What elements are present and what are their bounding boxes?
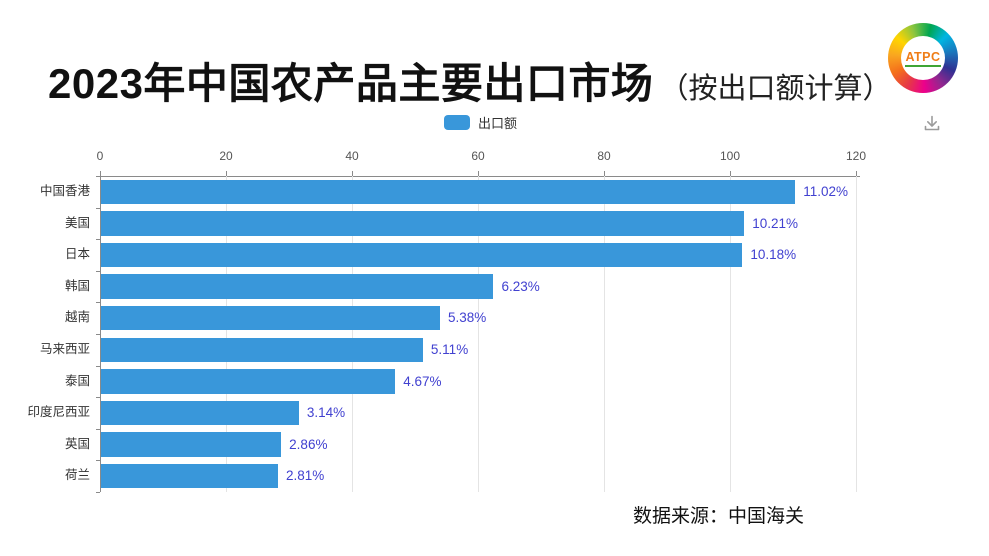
grid-line <box>856 176 857 492</box>
legend-marker <box>444 115 470 130</box>
grid-line <box>604 176 605 492</box>
bar[interactable] <box>101 305 440 331</box>
grid-line <box>730 176 731 492</box>
atpc-logo-text: ATPC <box>905 50 941 67</box>
category-label: 荷兰 <box>64 468 90 483</box>
bar-value-label: 5.38% <box>447 310 487 326</box>
y-axis-line <box>100 176 101 492</box>
y-axis-tick <box>96 428 100 430</box>
bar-value-label: 2.86% <box>289 436 328 452</box>
category-label: 韩国 <box>64 278 90 293</box>
category-label: 泰国 <box>64 373 90 388</box>
bar-row: 中国香港 11.02% <box>40 176 856 208</box>
y-axis-tick <box>96 460 100 462</box>
grid-line <box>352 176 353 492</box>
bar[interactable] <box>101 211 745 236</box>
x-axis-tick-label: 120 <box>845 149 867 163</box>
bar-value-label: 2.81% <box>286 468 325 484</box>
category-label: 印度尼西亚 <box>27 405 90 420</box>
y-axis-tick <box>96 302 100 304</box>
data-source: 数据来源：中国海关 <box>633 506 805 527</box>
bar-row: 印度尼西亚 3.14% <box>27 397 856 429</box>
bar-chart: 0 20 40 60 80 100 120 中国香港 11.02% 美国 10.21% 日本 10.18… <box>27 149 866 493</box>
category-label: 美国 <box>64 215 90 230</box>
download-icon[interactable] <box>919 111 945 137</box>
bar-row: 日本 10.18% <box>65 239 856 271</box>
x-axis-tick <box>352 171 353 176</box>
atpc-logo: ATPC <box>888 23 958 93</box>
bar[interactable] <box>101 400 299 426</box>
x-axis-tick-label: 40 <box>345 149 359 163</box>
category-label: 英国 <box>64 436 90 451</box>
bar[interactable] <box>101 274 494 299</box>
x-axis-tick-label: 20 <box>219 149 233 163</box>
bar-value-label: 5.11% <box>430 342 469 357</box>
title-text: 2023年中国农产品主要出口市场 <box>48 60 654 107</box>
title-subtitle: （按出口额计算） <box>659 73 892 105</box>
grid-line <box>226 176 227 492</box>
bar-value-label: 4.67% <box>403 373 442 389</box>
grid-line <box>478 176 479 492</box>
bar-value-label: 6.23% <box>501 278 540 294</box>
bar[interactable] <box>101 337 423 363</box>
legend-label: 出口额 <box>478 116 518 131</box>
bar-value-label: 10.18% <box>750 247 797 263</box>
category-label: 越南 <box>64 310 90 325</box>
bar-row: 美国 10.21% <box>65 208 856 240</box>
y-axis-tick <box>96 397 100 399</box>
x-axis-tick-label: 60 <box>471 149 485 163</box>
bar-value-label: 10.21% <box>752 215 799 231</box>
x-axis-tick-label: 100 <box>719 149 741 163</box>
x-axis-tick <box>730 171 731 176</box>
x-axis-tick-label: 0 <box>96 149 104 163</box>
category-label: 马来西亚 <box>39 342 90 356</box>
bar-row: 韩国 6.23% <box>65 271 856 303</box>
bar-row: 泰国 4.67% <box>65 366 856 398</box>
bar[interactable] <box>101 369 396 394</box>
bar-row: 越南 5.38% <box>65 302 856 334</box>
bar-row: 荷兰 2.81% <box>65 460 856 492</box>
y-axis-tick <box>96 176 100 177</box>
y-axis-tick <box>96 270 100 272</box>
x-axis-tick <box>856 171 857 176</box>
x-axis-tick <box>478 171 479 176</box>
y-axis-tick <box>96 207 100 209</box>
x-axis-line <box>100 176 860 177</box>
bar[interactable] <box>101 242 743 268</box>
legend-item-export-value[interactable]: 出口额 <box>444 113 517 132</box>
y-axis-tick <box>96 239 100 241</box>
x-axis-tick-label: 80 <box>597 149 611 163</box>
y-axis-tick <box>96 334 100 335</box>
y-axis-tick <box>96 492 100 493</box>
download-arrow-icon <box>924 115 940 131</box>
bar[interactable] <box>101 463 279 489</box>
category-label: 中国香港 <box>39 184 90 198</box>
bar-value-label: 3.14% <box>306 405 346 421</box>
y-axis-tick <box>96 365 100 367</box>
x-axis-tick <box>100 171 101 176</box>
x-axis-tick <box>604 171 605 176</box>
x-axis-tick <box>226 171 227 176</box>
bar[interactable] <box>101 179 796 205</box>
page-title: 2023年中国农产品主要出口市场 （按出口额计算） <box>48 50 891 111</box>
category-label: 日本 <box>64 247 90 262</box>
bar-value-label: 11.02% <box>803 184 849 199</box>
bar-row: 英国 2.86% <box>65 429 856 461</box>
bar-row: 马来西亚 5.11% <box>40 334 856 366</box>
bar[interactable] <box>101 432 282 457</box>
